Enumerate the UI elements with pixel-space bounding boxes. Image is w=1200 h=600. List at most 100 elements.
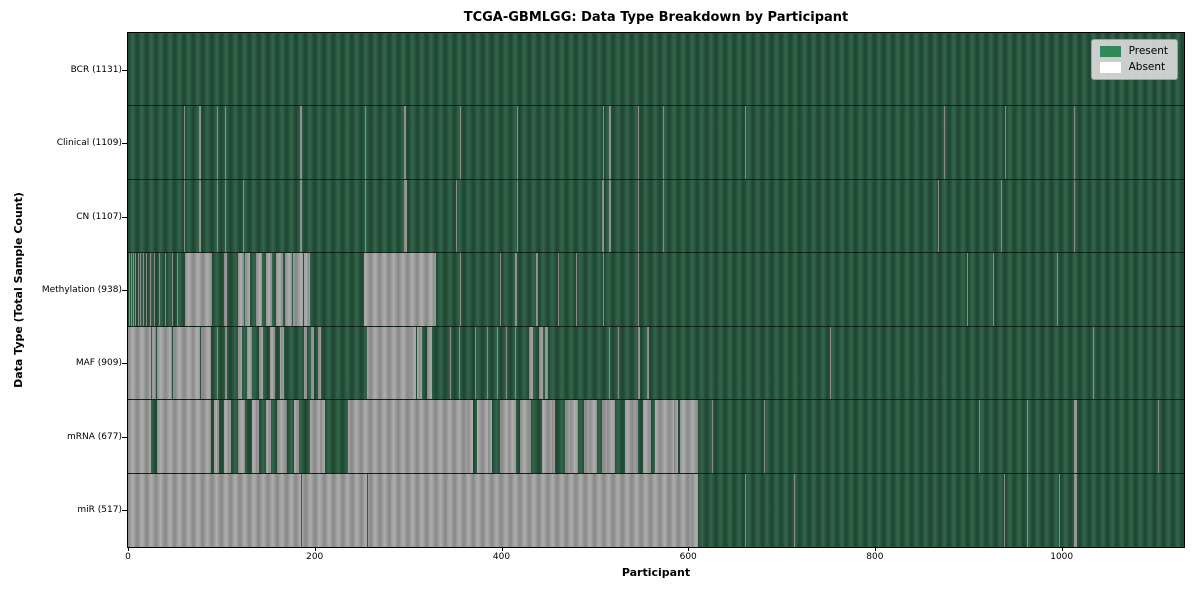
absent-segment: [558, 253, 560, 326]
absent-segment: [238, 253, 244, 326]
absent-segment: [184, 253, 213, 326]
absent-segment: [450, 326, 452, 400]
x-tick-mark: [314, 547, 316, 551]
plot-area: Present Absent: [127, 32, 1185, 548]
absent-segment: [165, 253, 167, 326]
absent-segment: [517, 106, 519, 179]
absent-segment: [487, 326, 489, 400]
y-tick-mark: [122, 290, 127, 291]
absent-segment: [128, 326, 152, 400]
absent-segment: [793, 473, 795, 547]
absent-segment: [138, 253, 140, 326]
y-tick-mark: [122, 436, 127, 438]
x-tick-label-200: 200: [306, 552, 324, 562]
absent-segment: [266, 400, 271, 473]
absent-segment: [238, 400, 245, 473]
absent-segment: [128, 473, 301, 547]
y-tick-label-BCR: BCR (1131): [70, 64, 122, 75]
absent-segment: [506, 326, 508, 400]
x-tick-mark: [128, 547, 129, 551]
absent-segment: [365, 179, 367, 253]
y-tick-mark: [122, 216, 127, 218]
absent-segment: [200, 326, 212, 400]
absent-segment: [224, 253, 227, 326]
absent-segment: [301, 473, 368, 547]
absent-segment: [602, 179, 605, 253]
absent-segment: [1093, 326, 1095, 400]
absent-segment: [992, 253, 994, 326]
absent-segment: [294, 400, 299, 473]
legend: Present Absent: [1090, 39, 1178, 80]
x-tick-mark: [688, 547, 690, 551]
absent-segment: [284, 253, 293, 326]
row-Methylation: [128, 253, 1184, 327]
absent-segment: [541, 400, 555, 473]
absent-segment: [299, 179, 302, 253]
absent-segment: [571, 326, 573, 400]
absent-segment: [213, 400, 219, 473]
x-tick-label-1000: 1000: [1050, 552, 1074, 562]
absent-segment: [142, 253, 144, 326]
absent-segment: [663, 179, 664, 253]
absent-segment: [603, 253, 605, 326]
absent-segment: [538, 326, 543, 400]
x-tick-mark: [874, 547, 876, 551]
row-BCR: [128, 33, 1184, 107]
y-tick-mark: [122, 363, 127, 365]
absent-segment: [304, 253, 311, 326]
y-tick-mark: [122, 69, 127, 71]
absent-segment: [171, 253, 173, 326]
absent-segment: [1001, 179, 1002, 253]
absent-segment: [255, 253, 263, 326]
absent-segment: [135, 253, 137, 326]
absent-segment: [156, 400, 212, 473]
absent-segment: [536, 253, 538, 326]
absent-segment: [426, 326, 433, 400]
absent-swatch-icon: [1099, 62, 1121, 73]
absent-segment: [585, 326, 587, 400]
absent-segment: [367, 473, 698, 547]
x-tick-mark: [501, 547, 503, 551]
absent-segment: [496, 326, 498, 400]
absent-segment: [365, 106, 367, 179]
absent-segment: [603, 106, 605, 179]
present-swatch-icon: [1099, 46, 1121, 57]
absent-segment: [367, 326, 416, 400]
y-tick-label-CN: CN (1107): [76, 211, 122, 222]
absent-segment: [637, 179, 639, 253]
y-tick-label-Clinical: Clinical (1109): [56, 138, 122, 149]
absent-segment: [529, 326, 534, 400]
absent-segment: [647, 326, 649, 400]
absent-segment: [280, 326, 284, 400]
absent-segment: [404, 179, 408, 253]
legend-label-absent: Absent: [1128, 61, 1166, 73]
absent-segment: [477, 400, 493, 473]
absent-segment: [258, 326, 264, 400]
absent-segment: [266, 253, 272, 326]
absent-segment: [277, 400, 287, 473]
absent-segment: [156, 326, 172, 400]
absent-segment: [679, 400, 698, 473]
y-tick-label-miR: miR (517): [77, 505, 122, 516]
absent-segment: [608, 326, 610, 400]
absent-segment: [1073, 179, 1075, 253]
absent-segment: [404, 106, 407, 179]
absent-segment: [216, 179, 218, 253]
absent-segment: [184, 179, 185, 253]
absent-segment: [608, 179, 611, 253]
absent-segment: [745, 473, 747, 547]
absent-segment: [545, 326, 549, 400]
absent-segment: [602, 400, 616, 473]
absent-segment: [618, 326, 620, 400]
absent-segment: [198, 106, 201, 179]
absent-segment: [763, 400, 765, 473]
absent-segment: [712, 400, 714, 473]
legend-item-present: Present: [1099, 46, 1168, 57]
absent-segment: [624, 400, 638, 473]
absent-segment: [938, 179, 940, 253]
absent-segment: [830, 326, 832, 400]
absent-segment: [520, 400, 532, 473]
y-tick-mark: [122, 143, 127, 145]
absent-segment: [608, 106, 611, 179]
